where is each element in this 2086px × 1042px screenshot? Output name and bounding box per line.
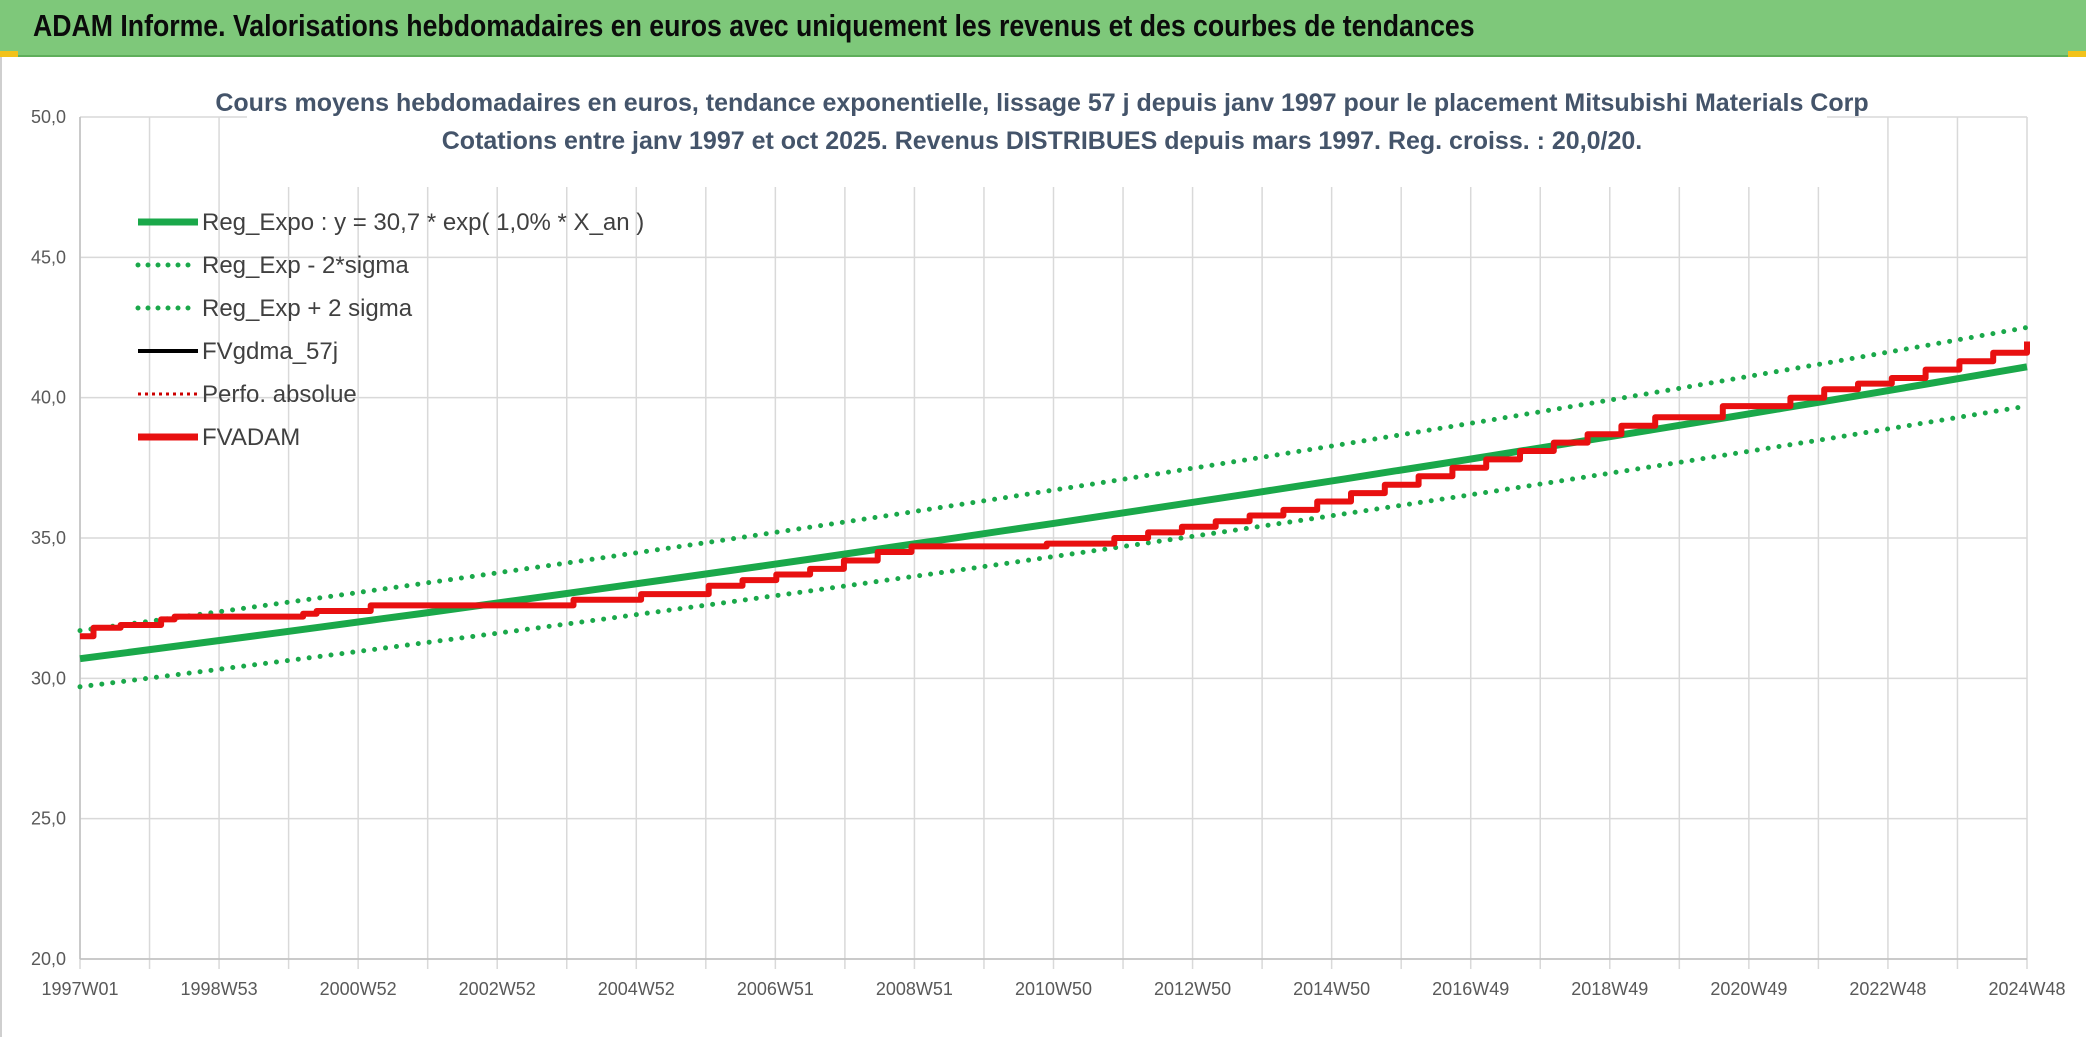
x-tick-label: 2014W50 (1293, 979, 1370, 999)
x-tick-label: 2022W48 (1849, 979, 1926, 999)
y-tick-label: 45,0 (31, 247, 66, 267)
legend-label: Reg_Exp - 2*sigma (202, 252, 409, 279)
series-reg-exp-minus-2sigma (77, 403, 2030, 690)
y-tick-label: 35,0 (31, 528, 66, 548)
y-tick-label: 50,0 (31, 107, 66, 127)
x-tick-label: 2006W51 (737, 979, 814, 999)
y-tick-label: 20,0 (31, 949, 66, 969)
legend-label: Reg_Expo : y = 30,7 * exp( 1,0% * X_an ) (202, 209, 644, 236)
series-fvadam (80, 341, 2030, 640)
x-tick-label: 2010W50 (1015, 979, 1092, 999)
x-tick-label: 1998W53 (181, 979, 258, 999)
legend: Reg_Expo : y = 30,7 * exp( 1,0% * X_an )… (135, 209, 644, 451)
y-tick-label: 30,0 (31, 668, 66, 688)
axes: 20,0 25,0 30,0 35,0 40,0 45,0 50,0 1997W01 1998W… (31, 107, 2066, 999)
legend-label: FVADAM (202, 424, 300, 451)
y-tick-label: 25,0 (31, 809, 66, 829)
legend-label: FVgdma_57j (202, 338, 338, 365)
series-reg-expo (79, 363, 2028, 663)
series (77, 325, 2030, 690)
x-tick-label: 2012W50 (1154, 979, 1231, 999)
chart-title: Cours moyens hebdomadaires en euros, ten… (215, 89, 1868, 117)
x-tick-label: 2024W48 (1988, 979, 2065, 999)
corner-marker-right (2068, 51, 2086, 57)
legend-label: Reg_Exp + 2 sigma (202, 295, 413, 322)
report-title: ADAM Informe. Valorisations hebdomadaire… (33, 8, 1475, 43)
x-tick-label: 2020W49 (1710, 979, 1787, 999)
x-tick-label: 2000W52 (320, 979, 397, 999)
title-block: Cours moyens hebdomadaires en euros, ten… (215, 83, 1869, 187)
report-banner: ADAM Informe. Valorisations hebdomadaire… (0, 0, 2086, 57)
x-tick-label: 2008W51 (876, 979, 953, 999)
x-tick-label: 1997W01 (41, 979, 118, 999)
chart-subtitle: Cotations entre janv 1997 et oct 2025. R… (442, 127, 1643, 155)
title-backdrop (247, 83, 1827, 187)
x-tick-label: 2018W49 (1571, 979, 1648, 999)
y-tick-label: 40,0 (31, 388, 66, 408)
x-tick-label: 2016W49 (1432, 979, 1509, 999)
x-tick-label: 2004W52 (598, 979, 675, 999)
chart-area: 20,0 25,0 30,0 35,0 40,0 45,0 50,0 1997W01 1998W… (0, 57, 2086, 1037)
gridlines (79, 116, 2028, 969)
x-tick-label: 2002W52 (459, 979, 536, 999)
corner-marker-left (0, 51, 18, 57)
series-reg-exp-plus-2sigma (77, 325, 2030, 634)
legend-label: Perfo. absolue (202, 381, 357, 408)
price-chart: 20,0 25,0 30,0 35,0 40,0 45,0 50,0 1997W01 1998W… (31, 83, 2066, 999)
